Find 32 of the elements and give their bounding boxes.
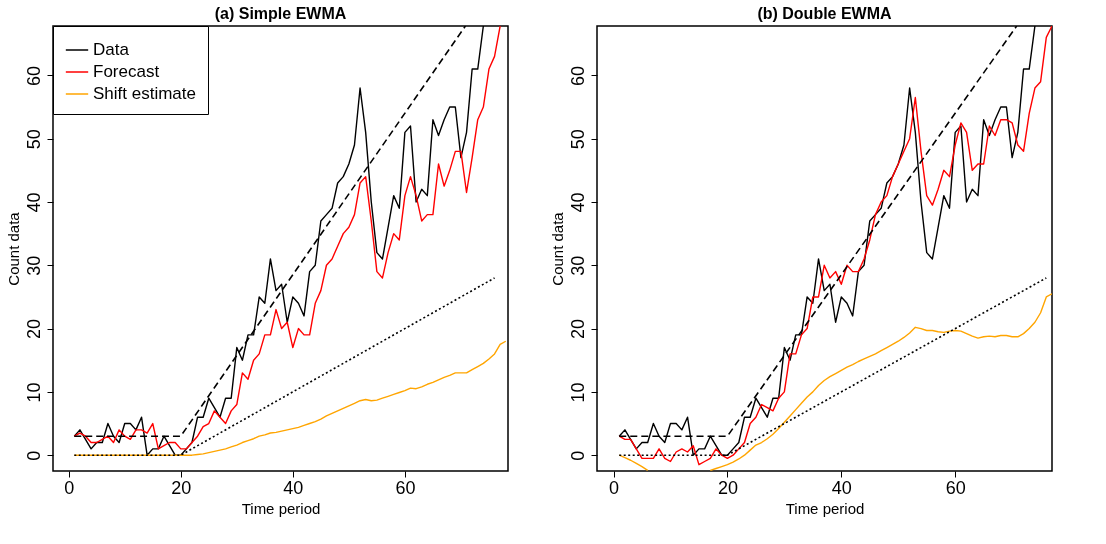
y-tick-label: 50 — [23, 129, 44, 150]
line-series — [73, 340, 507, 456]
y-tick-label: 0 — [23, 450, 44, 461]
x-tick-label: 20 — [717, 477, 738, 498]
y-tick-label: 30 — [567, 255, 588, 276]
y-tick-label: 60 — [23, 65, 44, 86]
y-tick-label: 60 — [567, 65, 588, 86]
y-axis-title: Count data — [4, 211, 22, 286]
chart-title: (b) Double EWMA — [757, 5, 893, 22]
legend-label: Shift estimate — [93, 84, 196, 103]
y-tick-label: 10 — [23, 382, 44, 403]
chart-title: (a) Simple EWMA — [214, 5, 347, 22]
x-axis-title: Time period — [785, 499, 865, 517]
y-tick-label: 10 — [567, 382, 588, 403]
x-tick-label: 40 — [831, 477, 852, 498]
x-tick-label: 60 — [945, 477, 966, 498]
y-tick-label: 40 — [23, 192, 44, 213]
y-tick-label: 20 — [23, 319, 44, 340]
y-tick-label: 30 — [23, 255, 44, 276]
x-axis-title: Time period — [241, 499, 321, 517]
y-tick-label: 50 — [567, 129, 588, 150]
y-axis-title: Count data — [548, 211, 566, 286]
y-tick-label: 40 — [567, 192, 588, 213]
x-tick-label: 20 — [171, 477, 192, 498]
legend-label: Forecast — [93, 62, 160, 81]
x-tick-label: 0 — [64, 477, 75, 498]
x-tick-label: 40 — [283, 477, 304, 498]
y-tick-label: 20 — [567, 319, 588, 340]
x-tick-label: 0 — [609, 477, 620, 498]
legend-label: Data — [93, 40, 130, 59]
x-tick-label: 60 — [395, 477, 416, 498]
y-tick-label: 0 — [567, 450, 588, 461]
